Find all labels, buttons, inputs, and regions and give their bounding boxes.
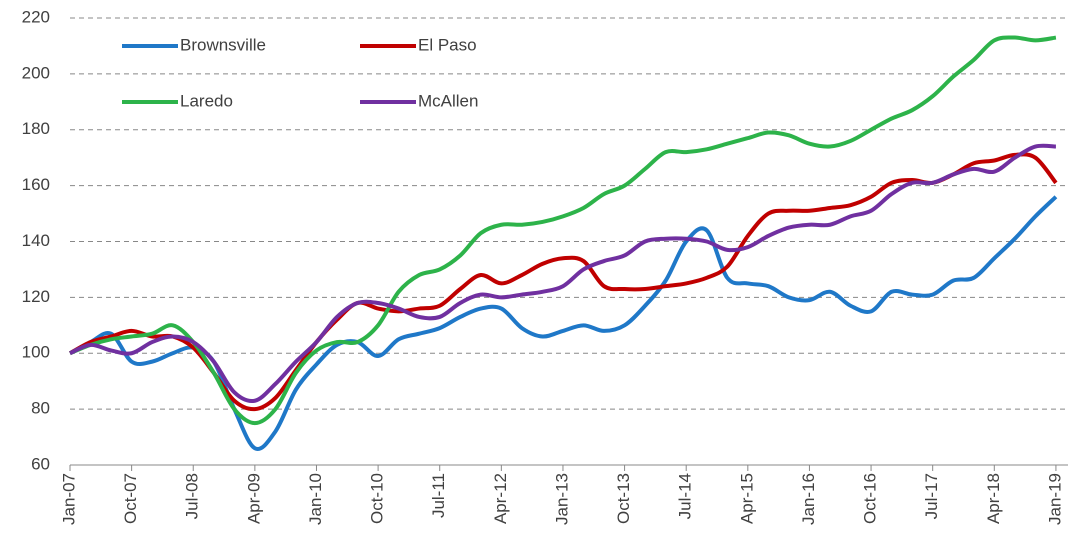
x-tick-label: Jan-07 bbox=[59, 473, 78, 525]
legend-label: McAllen bbox=[418, 91, 478, 110]
x-tick-label: Apr-18 bbox=[984, 473, 1003, 524]
x-tick-label: Apr-12 bbox=[491, 473, 510, 524]
x-tick-label: Jul-17 bbox=[922, 473, 941, 519]
x-tick-label: Apr-15 bbox=[737, 473, 756, 524]
series-line bbox=[69, 195, 1058, 451]
x-tick-label: Jan-10 bbox=[306, 473, 325, 525]
y-tick-label: 220 bbox=[22, 7, 50, 26]
y-tick-label: 60 bbox=[31, 454, 50, 473]
x-tick-label: Oct-10 bbox=[368, 473, 387, 524]
x-tick-label: Jul-08 bbox=[183, 473, 202, 519]
series-line bbox=[69, 35, 1057, 426]
legend-label: Laredo bbox=[180, 91, 233, 110]
x-tick-label: Jan-16 bbox=[799, 473, 818, 525]
x-tick-label: Apr-09 bbox=[244, 473, 263, 524]
y-tick-label: 200 bbox=[22, 63, 50, 82]
y-tick-label: 80 bbox=[31, 399, 50, 418]
y-tick-label: 160 bbox=[22, 175, 50, 194]
x-tick-label: Oct-07 bbox=[121, 473, 140, 524]
x-tick-label: Jul-14 bbox=[676, 473, 695, 519]
legend-label: Brownsville bbox=[180, 35, 266, 54]
x-tick-label: Jul-11 bbox=[429, 473, 448, 518]
series-line bbox=[69, 152, 1058, 412]
legend-label: El Paso bbox=[418, 35, 477, 54]
x-tick-label: Oct-13 bbox=[614, 473, 633, 524]
y-tick-label: 180 bbox=[22, 119, 50, 138]
x-tick-label: Jan-19 bbox=[1045, 473, 1064, 525]
x-tick-label: Oct-16 bbox=[861, 473, 880, 524]
y-tick-label: 140 bbox=[22, 231, 50, 250]
y-tick-label: 120 bbox=[22, 287, 50, 306]
series-line bbox=[69, 143, 1057, 404]
x-tick-label: Jan-13 bbox=[552, 473, 571, 525]
y-tick-label: 100 bbox=[22, 343, 50, 362]
